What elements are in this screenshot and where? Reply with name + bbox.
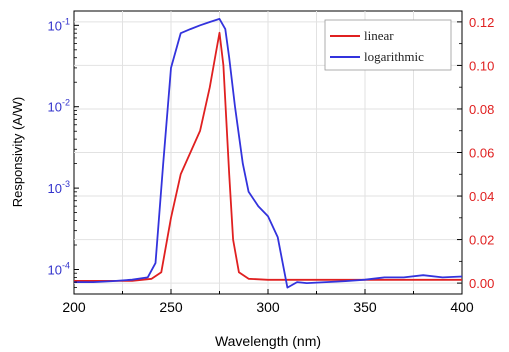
x-axis-label: Wavelength (nm) bbox=[215, 333, 321, 349]
y-left-tick-label: 10-1 bbox=[48, 16, 70, 33]
y-right-tick-label: 0.04 bbox=[469, 189, 494, 204]
series-line-logarithmic bbox=[74, 18, 462, 289]
grid bbox=[74, 11, 462, 294]
y-right-tick-label: 0.08 bbox=[469, 102, 494, 117]
legend-box bbox=[324, 19, 452, 71]
y-axis-label: Responsivity (A/W) bbox=[10, 97, 25, 208]
y-left-tick-label: 10-3 bbox=[48, 179, 70, 196]
y-left-tick-label: 10-2 bbox=[48, 98, 70, 115]
y-right-tick-label: 0.12 bbox=[469, 15, 494, 30]
x-tick-label: 300 bbox=[256, 299, 280, 315]
x-tick-label: 200 bbox=[62, 299, 86, 315]
legend-label-linear: linear bbox=[364, 28, 394, 43]
axes: 200 250 300 350 400 10-1 10-2 10-3 10-4 0.00 0.02 0… bbox=[48, 15, 495, 315]
y-right-tick-label: 0.06 bbox=[469, 146, 494, 161]
x-tick-label: 400 bbox=[450, 299, 474, 315]
x-tick-label: 350 bbox=[353, 299, 377, 315]
legend: linear logarithmic bbox=[324, 19, 452, 71]
x-tick-label: 250 bbox=[159, 299, 183, 315]
y-left-tick-label: 10-4 bbox=[48, 260, 70, 277]
y-right-tick-label: 0.10 bbox=[469, 58, 494, 73]
series-lines bbox=[74, 18, 462, 289]
legend-label-logarithmic: logarithmic bbox=[364, 49, 424, 64]
y-right-tick-label: 0.02 bbox=[469, 233, 494, 248]
y-right-tick-label: 0.00 bbox=[469, 276, 494, 291]
